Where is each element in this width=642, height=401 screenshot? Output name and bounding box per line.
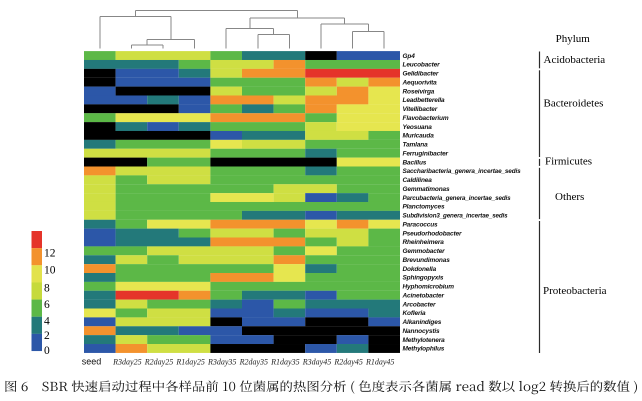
svg-text:Muricauda: Muricauda [403, 133, 435, 140]
svg-text:seed: seed [82, 357, 102, 367]
svg-text:Arcobacter: Arcobacter [402, 301, 436, 308]
svg-text:R1day25: R1day25 [175, 358, 204, 367]
svg-text:Vitellibacter: Vitellibacter [403, 106, 438, 113]
svg-text:Methylophilus: Methylophilus [403, 346, 445, 353]
svg-text:Paracoccus: Paracoccus [403, 222, 439, 229]
svg-text:Phylum: Phylum [556, 33, 591, 45]
svg-text:4: 4 [44, 315, 50, 327]
svg-text:Brevundimonas: Brevundimonas [403, 257, 451, 264]
svg-text:Gemmatimonas: Gemmatimonas [403, 186, 451, 193]
svg-text:R2day25: R2day25 [144, 358, 173, 367]
svg-text:Caldilinea: Caldilinea [403, 177, 433, 184]
svg-text:R3day45: R3day45 [302, 358, 331, 367]
svg-text:12: 12 [44, 247, 56, 259]
svg-text:Firmicutes: Firmicutes [545, 156, 592, 168]
svg-text:Bacteroidetes: Bacteroidetes [544, 97, 604, 109]
svg-text:Gp4: Gp4 [403, 53, 416, 60]
svg-text:Others: Others [555, 191, 584, 203]
svg-text:Saccharibacteria_genera_incert: Saccharibacteria_genera_incertae_sedis [403, 168, 522, 175]
svg-text:Planctomyces: Planctomyces [403, 204, 445, 211]
svg-text:Subdivision3_genera_incertae_s: Subdivision3_genera_incertae_sedis [403, 213, 509, 220]
svg-text:Gelidibacter: Gelidibacter [403, 71, 439, 78]
svg-text:Acinetobacter: Acinetobacter [402, 293, 445, 300]
svg-text:Kofleria: Kofleria [403, 310, 427, 317]
svg-text:Flavobacterium: Flavobacterium [403, 115, 449, 122]
svg-text:2: 2 [44, 330, 50, 342]
svg-text:6: 6 [44, 299, 50, 311]
svg-text:R1day35: R1day35 [270, 358, 299, 367]
svg-text:Bacillus: Bacillus [403, 159, 427, 166]
svg-text:Aequorivita: Aequorivita [402, 80, 438, 87]
svg-text:Roseivirga: Roseivirga [403, 88, 435, 95]
svg-text:R2day45: R2day45 [333, 358, 362, 367]
svg-text:Gemmobacter: Gemmobacter [403, 248, 446, 255]
svg-text:Tamlana: Tamlana [403, 142, 429, 149]
svg-text:R1day45: R1day45 [365, 358, 394, 367]
svg-text:Yeosuana: Yeosuana [403, 124, 433, 131]
svg-text:Ferruginibacter: Ferruginibacter [403, 151, 449, 158]
svg-text:8: 8 [44, 283, 50, 295]
svg-text:Dokdonella: Dokdonella [403, 266, 437, 273]
svg-text:R2day35: R2day35 [239, 358, 268, 367]
svg-text:R3day35: R3day35 [207, 358, 236, 367]
svg-text:Nannocystis: Nannocystis [403, 328, 441, 335]
svg-text:Parcubacteria_genera_incertae_: Parcubacteria_genera_incertae_sedis [403, 195, 512, 202]
svg-text:Rheinheimera: Rheinheimera [403, 239, 445, 246]
svg-text:0: 0 [44, 345, 50, 357]
svg-text:Alkanindiges: Alkanindiges [402, 319, 442, 326]
svg-text:Methylotenera: Methylotenera [403, 337, 446, 344]
svg-text:Leucobacter: Leucobacter [403, 62, 441, 69]
svg-text:Sphingopyxis: Sphingopyxis [403, 275, 444, 282]
svg-text:Proteobacteria: Proteobacteria [543, 285, 607, 297]
svg-text:Acidobacteria: Acidobacteria [544, 54, 606, 66]
svg-text:10: 10 [44, 265, 56, 277]
svg-text:Leadbetterella: Leadbetterella [403, 97, 446, 104]
svg-text:Hyphomicrobium: Hyphomicrobium [403, 284, 455, 291]
svg-text:R3day25: R3day25 [112, 358, 141, 367]
svg-text:Pseudorhodobacter: Pseudorhodobacter [403, 230, 462, 237]
